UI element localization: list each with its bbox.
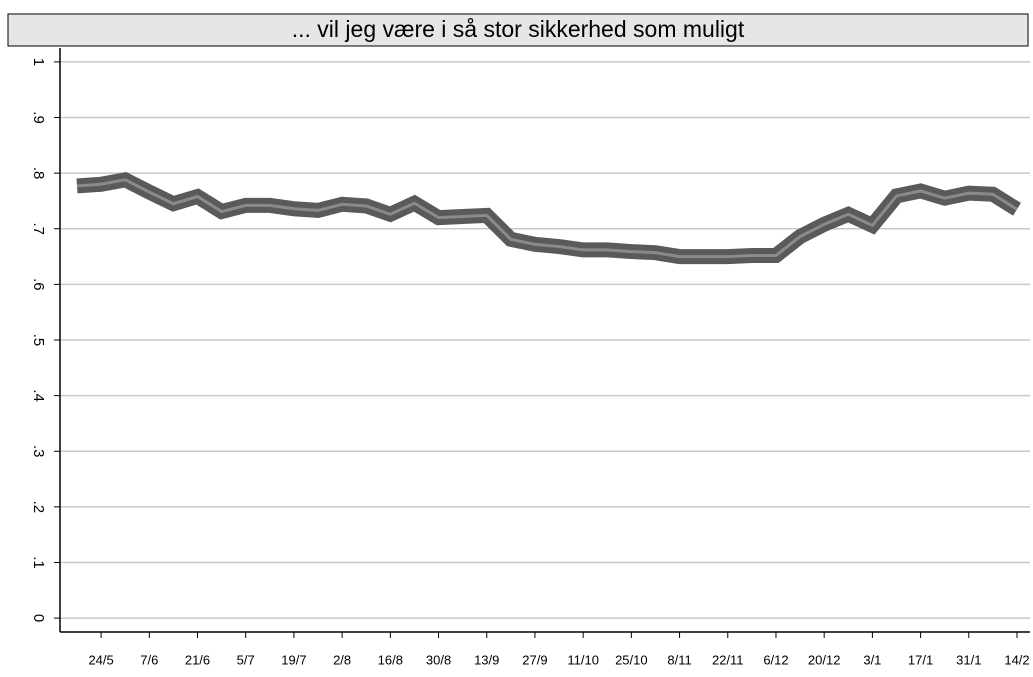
x-tick-label: 7/6 (140, 652, 158, 667)
x-tick-label: 25/10 (615, 652, 648, 667)
x-tick-label: 13/9 (474, 652, 499, 667)
x-tick-label: 3/1 (863, 652, 881, 667)
x-tick-label: 8/11 (667, 652, 691, 667)
x-tick-label: 6/12 (763, 652, 788, 667)
y-tick-label: 0 (30, 614, 47, 622)
x-tick-label: 14/2 (1004, 652, 1029, 667)
y-tick-label: .7 (30, 223, 47, 236)
x-tick-label: 30/8 (426, 652, 451, 667)
x-tick-label: 17/1 (908, 652, 933, 667)
y-tick-label: .6 (30, 278, 47, 291)
estimate-line (76, 178, 1018, 259)
y-tick-label: 1 (30, 58, 47, 66)
x-tick-label: 24/5 (88, 652, 113, 667)
x-tick-label: 22/11 (712, 652, 744, 667)
y-tick-label: .9 (30, 111, 47, 124)
x-tick-label: 31/1 (956, 652, 981, 667)
x-tick-label: 2/8 (333, 652, 351, 667)
y-tick-label: .3 (30, 445, 47, 458)
y-tick-label: .2 (30, 501, 47, 514)
y-tick-label: .5 (30, 334, 47, 347)
y-tick-label: .1 (30, 556, 47, 569)
y-tick-label: .8 (30, 167, 47, 180)
x-tick-label: 11/10 (567, 652, 599, 667)
x-tick-label: 21/6 (185, 652, 210, 667)
x-tick-label: 20/12 (808, 652, 841, 667)
title-bar (7, 13, 1029, 47)
y-tick-label: .4 (30, 389, 47, 402)
x-tick-label: 5/7 (237, 652, 255, 667)
x-tick-label: 16/8 (378, 652, 403, 667)
chart-title: ... vil jeg være i så stor sikkerhed som… (292, 16, 745, 42)
x-tick-label: 19/7 (281, 652, 306, 667)
x-tick-label: 27/9 (522, 652, 547, 667)
